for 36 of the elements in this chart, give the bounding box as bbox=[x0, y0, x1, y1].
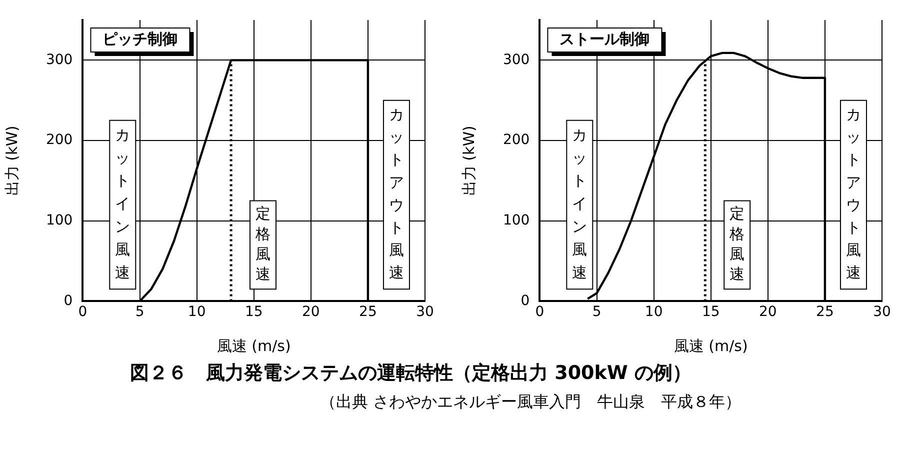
ref-line-label: 定格風速 bbox=[728, 204, 745, 283]
x-tick-label: 10 bbox=[644, 304, 663, 320]
x-tick-label: 30 bbox=[416, 304, 434, 320]
text: ピッチ制御 bbox=[102, 30, 178, 48]
x-tick-label: 25 bbox=[359, 304, 377, 320]
annotation: カットイン風速 bbox=[115, 126, 130, 282]
y-tick-label: 0 bbox=[520, 292, 530, 309]
text: ストール制御 bbox=[560, 30, 650, 48]
x-tick-label: 25 bbox=[816, 304, 834, 320]
x-tick-label: 10 bbox=[188, 304, 206, 320]
ref-line-label: 定格風速 bbox=[254, 204, 270, 283]
annotation: カットアウト風速 bbox=[388, 106, 404, 282]
x-tick-label: 5 bbox=[135, 304, 144, 320]
x-tick-label: 20 bbox=[302, 304, 320, 320]
annotation: カットイン風速 bbox=[572, 126, 588, 282]
annotation: カットアウト風速 bbox=[846, 106, 861, 282]
y-tick-label: 100 bbox=[502, 212, 530, 228]
x-tick-label: 5 bbox=[592, 304, 602, 320]
text: 図２６ 風力発電システムの運転特性（定格出力 300kW の例） bbox=[130, 361, 692, 386]
y-tick-label: 300 bbox=[46, 52, 73, 68]
text: （出典 さわやかエネルギー風車入門 牛山泉 平成８年） bbox=[319, 392, 742, 413]
x-tick-label: 0 bbox=[535, 304, 544, 320]
y-axis-title: 出力 (kW) bbox=[460, 126, 478, 196]
y-tick-label: 300 bbox=[502, 52, 530, 68]
x-axis-title: 風速 (m/s) bbox=[216, 336, 291, 355]
x-tick-label: 30 bbox=[873, 304, 891, 320]
x-tick-label: 20 bbox=[758, 304, 777, 320]
y-axis-title: 出力 (kW) bbox=[2, 126, 21, 196]
x-tick-label: 15 bbox=[244, 304, 263, 320]
y-tick-label: 100 bbox=[46, 212, 73, 228]
y-tick-label: 200 bbox=[46, 132, 73, 148]
x-axis-title: 風速 (m/s) bbox=[674, 336, 748, 355]
y-tick-label: 0 bbox=[64, 292, 73, 309]
x-tick-label: 0 bbox=[78, 304, 88, 320]
x-tick-label: 15 bbox=[702, 304, 720, 320]
y-tick-label: 200 bbox=[502, 132, 530, 148]
